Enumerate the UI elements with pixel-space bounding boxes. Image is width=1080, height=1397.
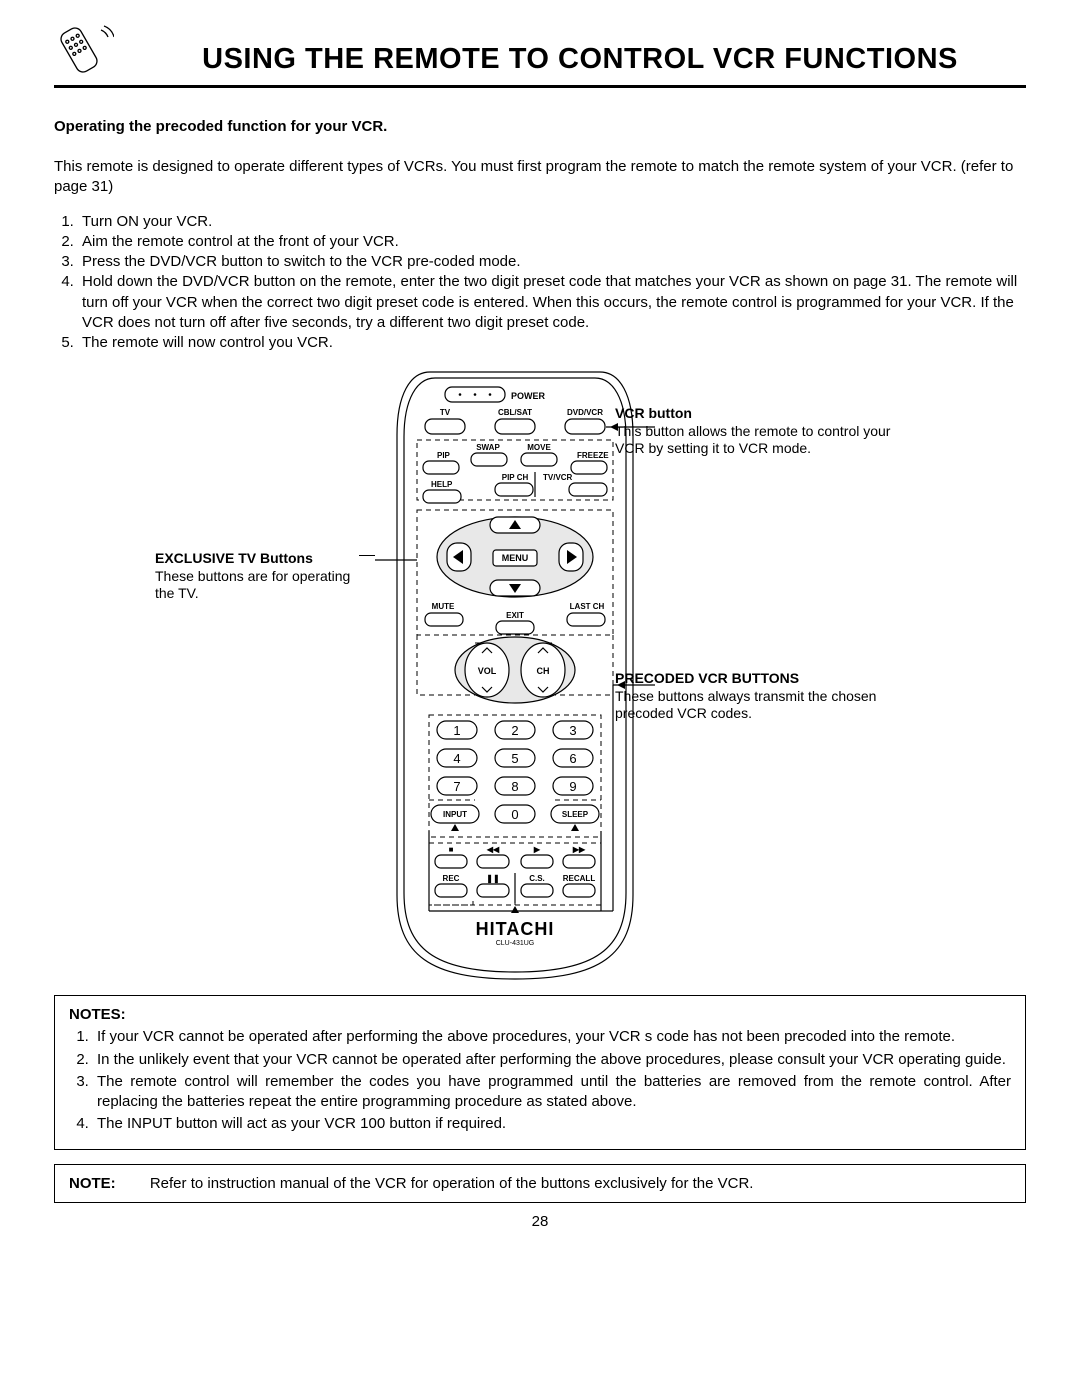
- step-item: Aim the remote control at the front of y…: [78, 232, 1026, 252]
- note-item: The remote control will remember the cod…: [93, 1072, 1011, 1113]
- svg-text:0: 0: [511, 807, 518, 822]
- notes-title: NOTES:: [69, 1006, 1011, 1023]
- note-item: In the unlikely event that your VCR cann…: [93, 1050, 1011, 1070]
- svg-text:CBL/SAT: CBL/SAT: [498, 408, 532, 417]
- remote-hand-icon: [54, 20, 114, 80]
- svg-text:◀◀: ◀◀: [486, 845, 500, 854]
- note-label: NOTE:: [69, 1175, 116, 1192]
- svg-text:TV: TV: [440, 408, 451, 417]
- callout-precoded: PRECODED VCR BUTTONS These buttons alway…: [615, 670, 895, 723]
- step-item: The remote will now control you VCR.: [78, 333, 1026, 353]
- svg-text:6: 6: [569, 751, 576, 766]
- svg-text:POWER: POWER: [511, 391, 546, 401]
- svg-text:TV/VCR: TV/VCR: [543, 473, 573, 482]
- title-rule: [54, 85, 1026, 88]
- svg-text:HITACHI: HITACHI: [476, 919, 555, 939]
- note-single-box: NOTE: Refer to instruction manual of the…: [54, 1164, 1026, 1203]
- section-heading: Operating the precoded function for your…: [54, 118, 1026, 135]
- svg-text:7: 7: [453, 779, 460, 794]
- callout-vcr-button: VCR button This button allows the remote…: [615, 405, 895, 458]
- svg-text:4: 4: [453, 751, 460, 766]
- step-item: Hold down the DVD/VCR button on the remo…: [78, 272, 1026, 333]
- svg-text:C.S.: C.S.: [529, 874, 545, 883]
- steps-list: Turn ON your VCR. Aim the remote control…: [54, 212, 1026, 354]
- svg-text:MENU: MENU: [502, 553, 529, 563]
- svg-text:SLEEP: SLEEP: [562, 810, 589, 819]
- callout-title: EXCLUSIVE TV Buttons: [155, 550, 313, 566]
- step-item: Turn ON your VCR.: [78, 212, 1026, 232]
- note-item: If your VCR cannot be operated after per…: [93, 1027, 1011, 1047]
- svg-text:PIP: PIP: [437, 451, 451, 460]
- note-item: The INPUT button will act as your VCR 10…: [93, 1114, 1011, 1134]
- remote-illustration: .bt { fill:#fff; stroke:#000; stroke-wid…: [375, 365, 655, 985]
- page-title: USING THE REMOTE TO CONTROL VCR FUNCTION…: [134, 43, 1026, 80]
- svg-text:▶▶: ▶▶: [572, 845, 586, 854]
- remote-figure: EXCLUSIVE TV Buttons These buttons are f…: [55, 365, 1025, 985]
- svg-text:MOVE: MOVE: [527, 443, 551, 452]
- svg-text:8: 8: [511, 779, 518, 794]
- notes-box: NOTES: If your VCR cannot be operated af…: [54, 995, 1026, 1149]
- svg-text:MUTE: MUTE: [432, 602, 455, 611]
- svg-text:SWAP: SWAP: [476, 443, 500, 452]
- svg-text:FREEZE: FREEZE: [577, 451, 609, 460]
- leader-line: [359, 555, 375, 556]
- svg-text:RECALL: RECALL: [563, 874, 596, 883]
- svg-text:PIP CH: PIP CH: [502, 473, 529, 482]
- svg-text:❚❚: ❚❚: [486, 874, 499, 884]
- svg-text:3: 3: [569, 723, 576, 738]
- page: USING THE REMOTE TO CONTROL VCR FUNCTION…: [0, 0, 1080, 1260]
- header-row: USING THE REMOTE TO CONTROL VCR FUNCTION…: [54, 20, 1026, 80]
- page-number: 28: [54, 1213, 1026, 1230]
- svg-text:■: ■: [449, 845, 454, 854]
- callout-text: This button allows the remote to control…: [615, 423, 890, 457]
- notes-list: If your VCR cannot be operated after per…: [69, 1027, 1011, 1134]
- svg-text:CLU-431UG: CLU-431UG: [496, 940, 535, 947]
- svg-text:5: 5: [511, 751, 518, 766]
- svg-text:LAST CH: LAST CH: [570, 602, 605, 611]
- svg-text:HELP: HELP: [431, 480, 453, 489]
- svg-text:DVD/VCR: DVD/VCR: [567, 408, 603, 417]
- svg-text:EXIT: EXIT: [506, 611, 524, 620]
- intro-paragraph: This remote is designed to operate diffe…: [54, 157, 1026, 198]
- svg-text:1: 1: [453, 723, 460, 738]
- note-text: Refer to instruction manual of the VCR f…: [150, 1175, 754, 1192]
- svg-text:CH: CH: [537, 666, 550, 676]
- svg-text:9: 9: [569, 779, 576, 794]
- svg-text:REC: REC: [443, 874, 460, 883]
- callout-text: These buttons are for operating the TV.: [155, 568, 350, 602]
- svg-text:▶: ▶: [533, 845, 541, 854]
- svg-text:VOL: VOL: [478, 666, 497, 676]
- callout-exclusive-tv: EXCLUSIVE TV Buttons These buttons are f…: [155, 550, 365, 603]
- svg-text:2: 2: [511, 723, 518, 738]
- svg-text:INPUT: INPUT: [443, 810, 467, 819]
- step-item: Press the DVD/VCR button to switch to th…: [78, 252, 1026, 272]
